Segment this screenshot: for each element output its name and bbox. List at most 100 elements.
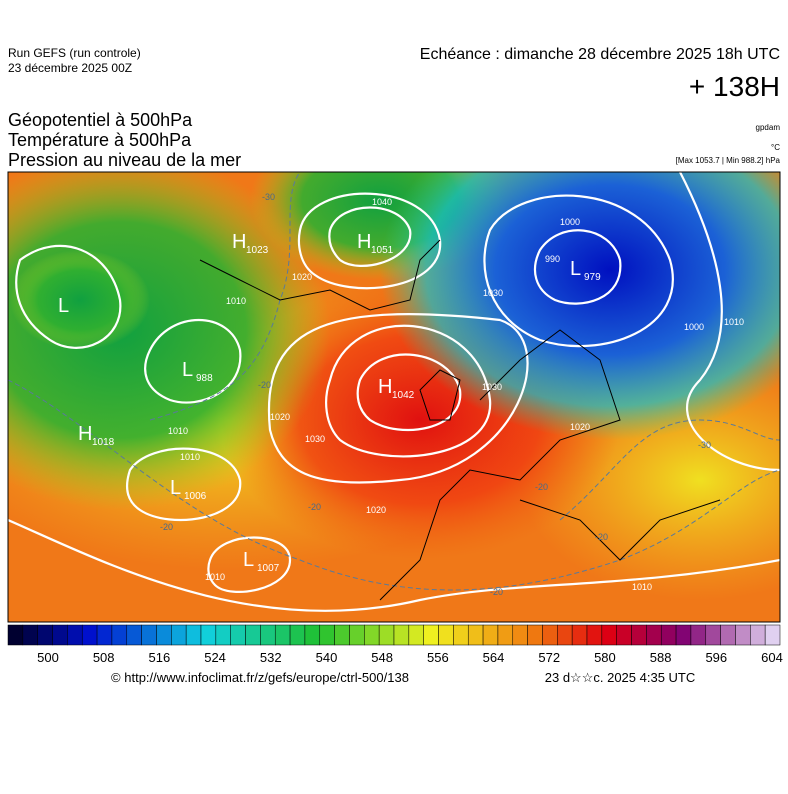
color-swatch <box>542 624 558 646</box>
center-kind: L <box>570 258 581 280</box>
temp-label: -30 <box>262 192 275 202</box>
color-swatch <box>764 624 781 646</box>
color-swatch <box>171 624 187 646</box>
color-swatch <box>52 624 68 646</box>
color-swatch <box>319 624 335 646</box>
center-kind: L <box>170 477 181 499</box>
timestamp: 23 d☆☆c. 2025 4:35 UTC <box>545 670 696 685</box>
colorbar: 500 508 516 524 532 540 548 556 564 572 580 588 596 6… <box>7 624 783 665</box>
isobar-label: 1010 <box>205 572 225 582</box>
center-kind: H <box>378 376 392 398</box>
color-swatch <box>304 624 321 646</box>
color-swatch <box>260 624 276 646</box>
color-swatch <box>705 624 721 646</box>
field: Pression au niveau de la mer <box>8 150 241 170</box>
center-kind: H <box>232 231 246 253</box>
color-swatch <box>512 624 528 646</box>
color-swatch <box>22 624 38 646</box>
colorbar-tick: 564 <box>483 650 505 665</box>
colorbar-tick: 580 <box>594 650 616 665</box>
color-swatch <box>67 624 83 646</box>
temp-label: -20 <box>490 587 503 597</box>
color-swatch <box>557 624 573 646</box>
color-swatch <box>364 624 380 646</box>
center-value: 1051 <box>371 245 394 256</box>
isobar-label: 1000 <box>560 217 580 227</box>
echeance: Echéance : dimanche 28 décembre 2025 18h… <box>420 46 780 63</box>
isobar-label: 1010 <box>226 296 246 306</box>
center-value: 1042 <box>392 390 415 401</box>
unit: °C <box>771 143 780 152</box>
isobar-label: 1030 <box>482 382 502 392</box>
lead-time: + 138H <box>689 71 780 102</box>
center-kind: H <box>78 423 92 445</box>
color-swatch <box>675 624 692 646</box>
color-swatch <box>141 624 157 646</box>
color-swatch <box>185 624 202 646</box>
isobar-label: 1020 <box>292 272 312 282</box>
isobar-label: 1010 <box>168 426 188 436</box>
color-swatch <box>215 624 231 646</box>
temp-label: -20 <box>595 532 608 542</box>
colorbar-tick: 540 <box>316 650 338 665</box>
colorbar-tick: 532 <box>260 650 282 665</box>
color-swatch <box>378 624 395 646</box>
color-swatch <box>438 624 454 646</box>
center-value: 1006 <box>184 491 207 502</box>
color-swatch <box>571 624 588 646</box>
center-kind: L <box>182 359 193 381</box>
center-kind: L <box>243 549 254 571</box>
map: 1040 1030 1020 1010 1000 990 1010 1010 1… <box>8 172 780 622</box>
center-value: 988 <box>196 373 213 384</box>
color-swatch <box>37 624 53 646</box>
run-date: 23 décembre 2025 00Z <box>8 61 132 75</box>
color-swatch <box>230 624 246 646</box>
colorbar-tick: 524 <box>204 650 226 665</box>
isobar-label: 1030 <box>305 434 325 444</box>
color-swatch <box>81 624 98 646</box>
colorbar-tick: 508 <box>93 650 115 665</box>
isobar-label: 1000 <box>684 322 704 332</box>
color-swatch <box>646 624 662 646</box>
center-kind: L <box>58 295 69 317</box>
unit: gpdam <box>756 123 781 132</box>
field: Géopotentiel à 500hPa <box>8 110 193 130</box>
colorbar-tick: 500 <box>37 650 59 665</box>
center-kind: H <box>357 231 371 253</box>
color-swatch <box>408 624 424 646</box>
color-swatch <box>274 624 291 646</box>
color-swatch <box>156 624 172 646</box>
colorbar-tick: 572 <box>538 650 560 665</box>
temp-label: -30 <box>698 440 711 450</box>
color-swatch <box>349 624 365 646</box>
color-swatch <box>423 624 439 646</box>
color-swatch <box>690 624 707 646</box>
color-swatch <box>453 624 469 646</box>
source-url: © http://www.infoclimat.fr/z/gefs/europe… <box>111 670 409 685</box>
color-swatch <box>126 624 142 646</box>
temp-label: -20 <box>258 380 271 390</box>
run: Run GEFS (run controle) <box>8 46 141 60</box>
color-swatch <box>245 624 261 646</box>
color-swatch <box>616 624 632 646</box>
color-swatch <box>527 624 543 646</box>
temp-label: -20 <box>308 502 321 512</box>
color-swatch <box>393 624 410 646</box>
color-swatch <box>720 624 736 646</box>
temp-label: -20 <box>160 522 173 532</box>
center-value: 1023 <box>246 245 269 256</box>
isobar-label: 1040 <box>372 197 392 207</box>
color-swatch <box>631 624 647 646</box>
center-value: 1018 <box>92 437 115 448</box>
colorbar-tick: 516 <box>149 650 171 665</box>
color-swatch <box>482 624 499 646</box>
field: Température à 500hPa <box>8 130 192 150</box>
isobar-label: 1020 <box>570 422 590 432</box>
color-swatch <box>601 624 617 646</box>
isobar-label: 1010 <box>180 452 200 462</box>
color-swatch <box>497 624 514 646</box>
colorbar-tick: 588 <box>650 650 672 665</box>
colorbar-tick: 548 <box>371 650 393 665</box>
